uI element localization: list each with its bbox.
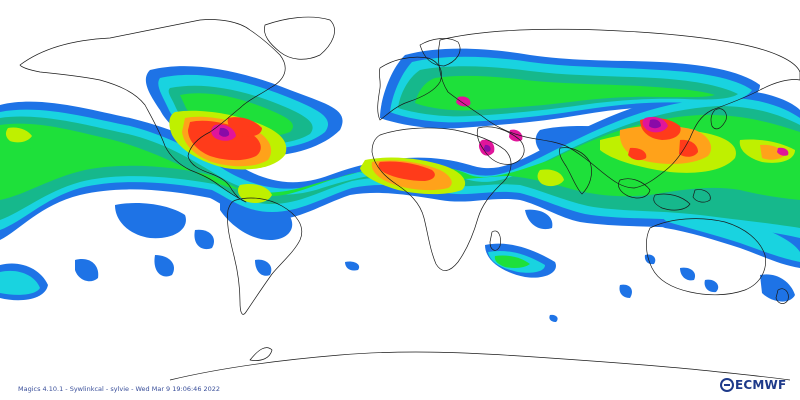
ecmwf-logo-icon <box>720 378 734 392</box>
precipitation-field <box>0 48 800 322</box>
coastlines <box>19 16 800 381</box>
ecmwf-logo-text: ECMWF <box>735 378 787 392</box>
software-credit-text: Magics 4.10.1 - Sywlinkcal - sylvie - We… <box>18 385 221 393</box>
ecmwf-logo: ECMWF <box>720 378 786 392</box>
